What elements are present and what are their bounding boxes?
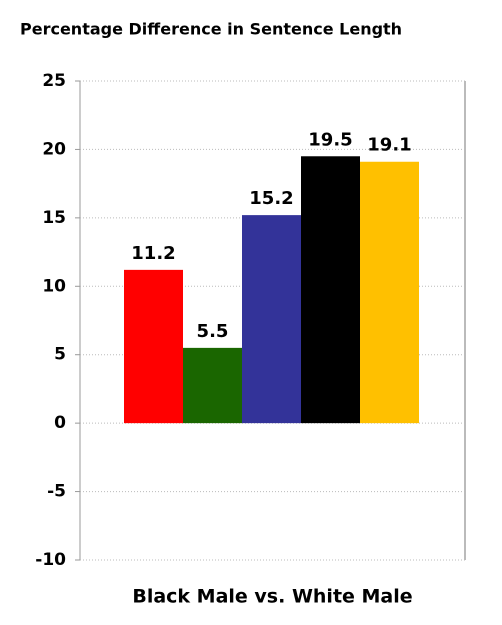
bar <box>242 215 301 424</box>
y-tick-label: -10 <box>35 550 66 570</box>
y-tick-label: -5 <box>47 482 66 502</box>
value-label: 11.2 <box>131 243 175 264</box>
value-label: 15.2 <box>249 188 293 209</box>
y-tick-label: 20 <box>42 139 66 159</box>
bar <box>183 347 242 424</box>
value-label: 19.1 <box>367 135 411 156</box>
y-tick-label: 15 <box>42 208 66 228</box>
bar <box>301 156 360 424</box>
y-tick-label: 10 <box>42 276 66 296</box>
y-tick-label: 25 <box>42 71 66 91</box>
bar <box>124 269 183 424</box>
chart-title: Percentage Difference in Sentence Length <box>20 20 402 39</box>
y-tick-label: 5 <box>54 345 66 365</box>
bar <box>360 161 419 424</box>
value-label: 19.5 <box>308 129 352 150</box>
x-tick-label: Black Male vs. White Male <box>132 586 412 608</box>
value-label: 5.5 <box>197 321 229 342</box>
y-tick-label: 0 <box>54 413 66 433</box>
